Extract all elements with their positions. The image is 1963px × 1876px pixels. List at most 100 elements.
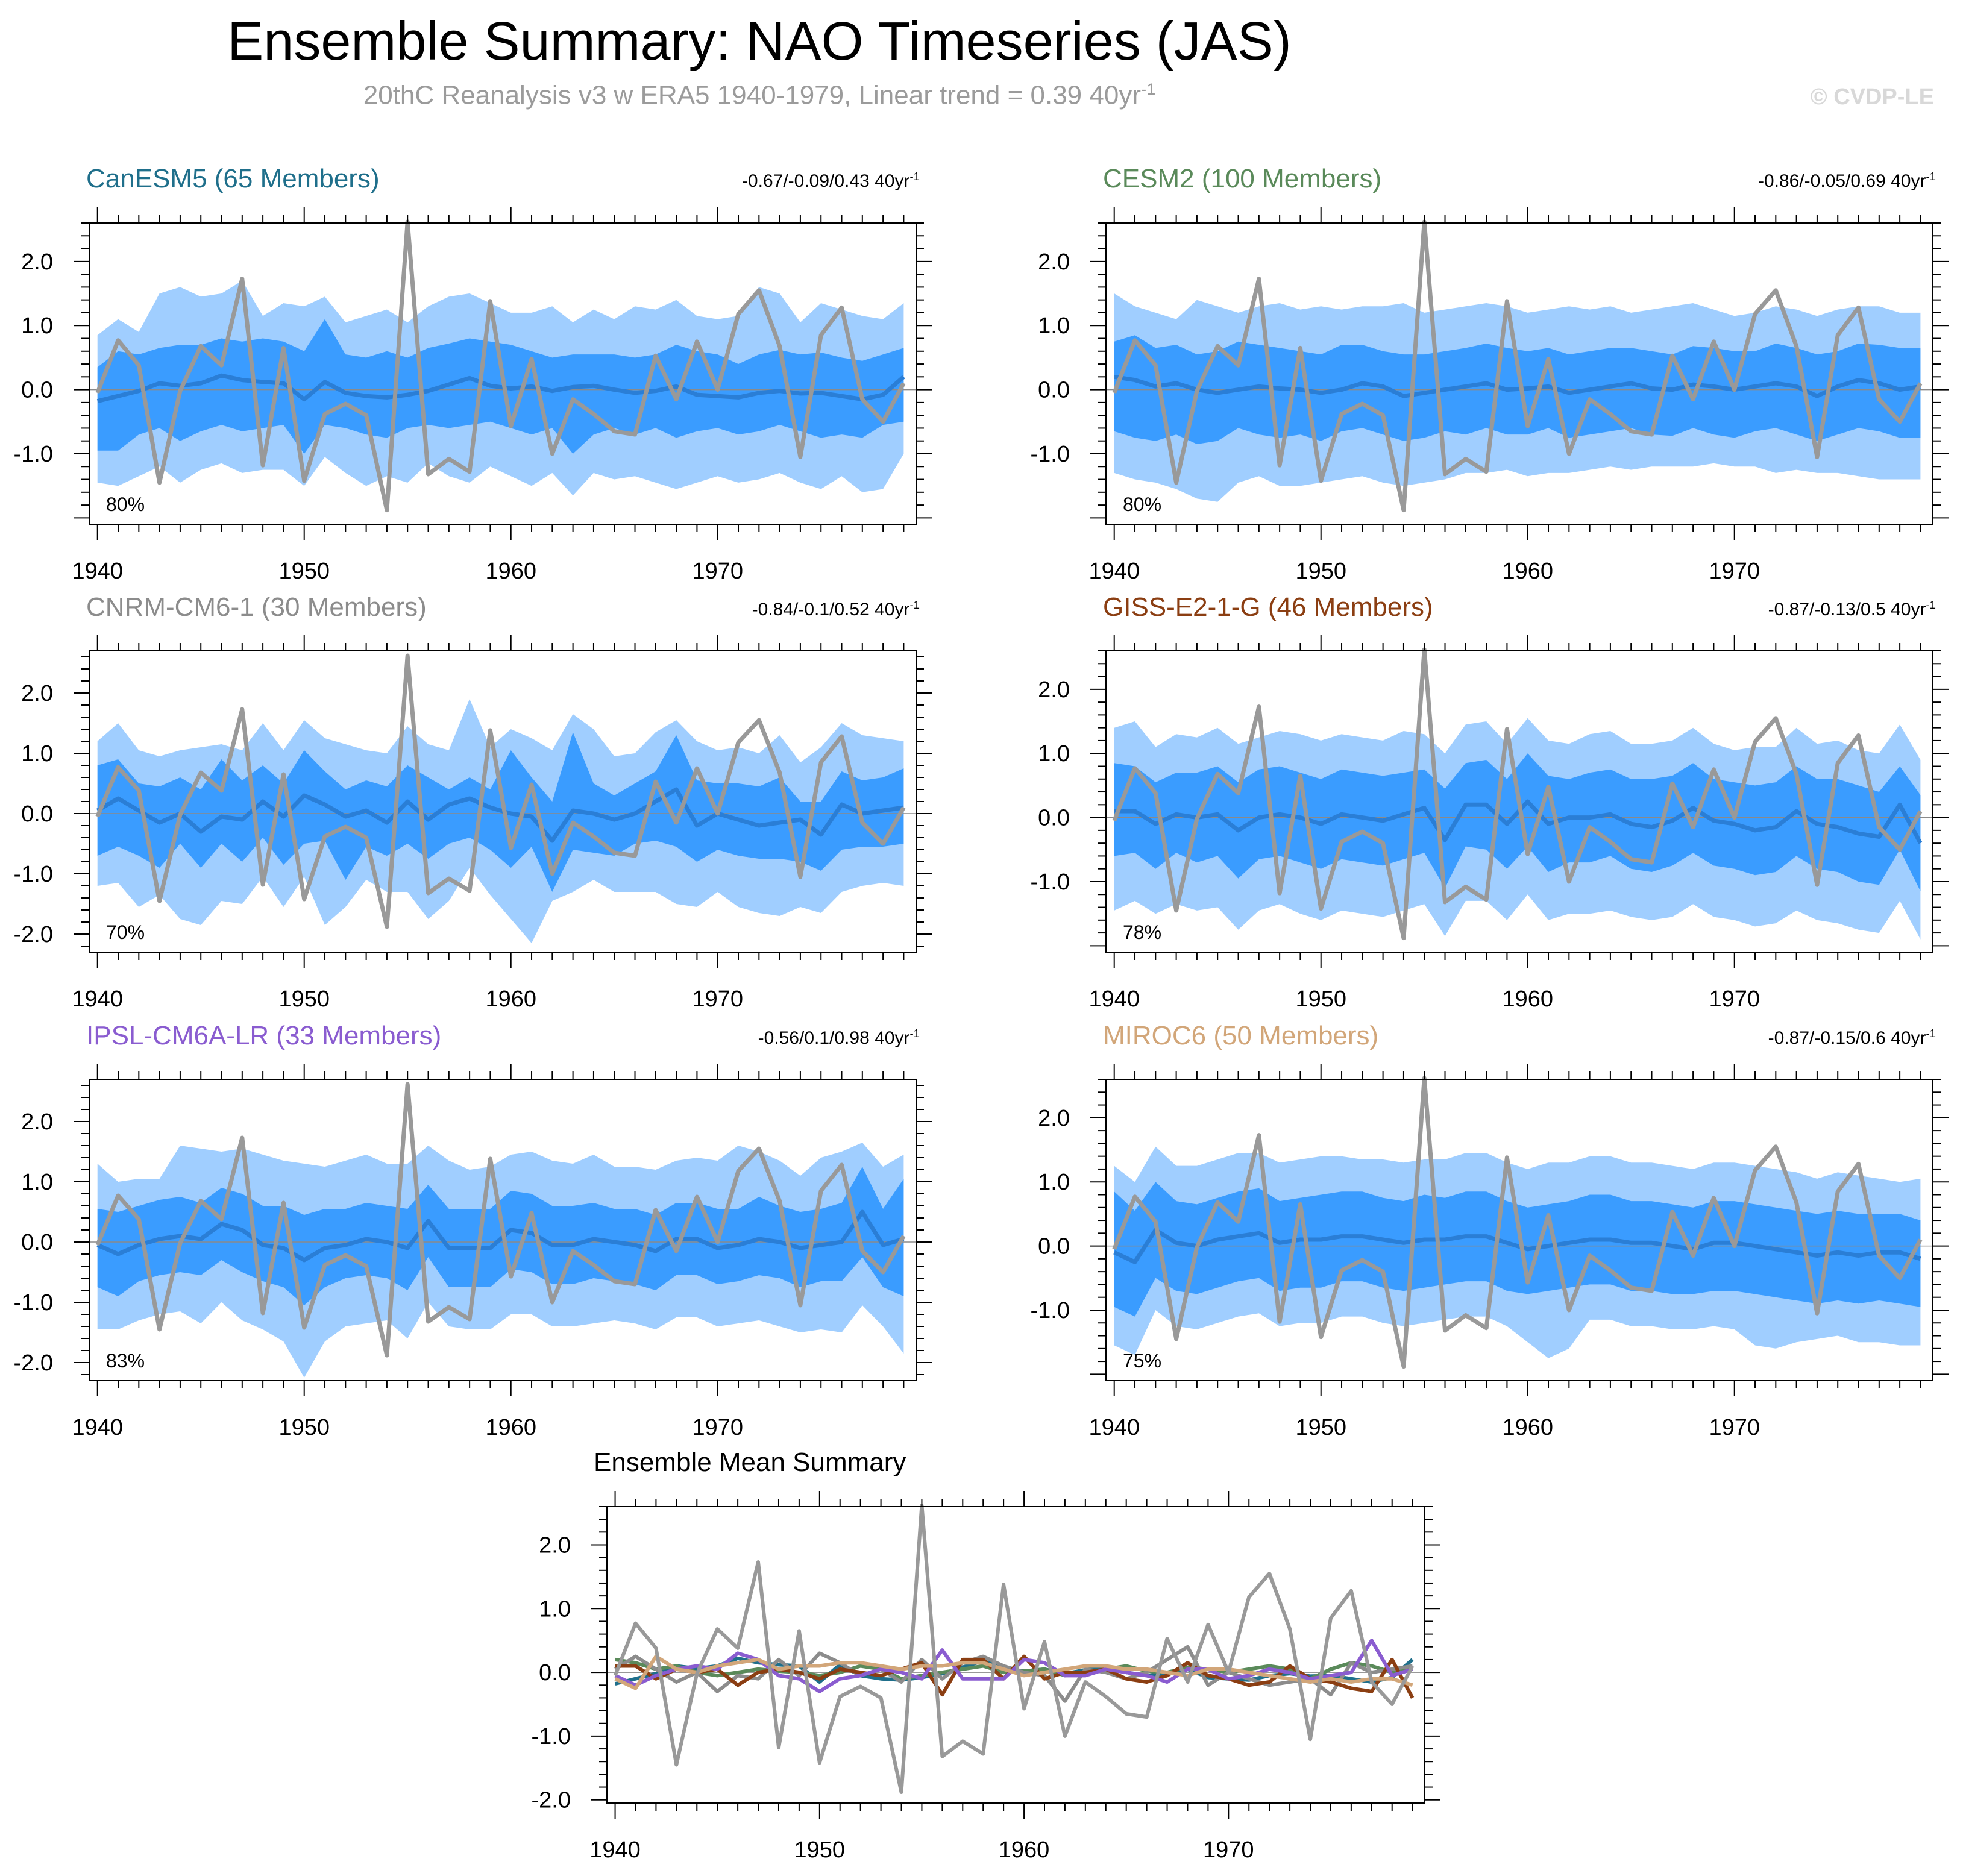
y-tick-label: 0.0 xyxy=(1038,378,1070,403)
x-tick-label: 1940 xyxy=(589,1837,641,1863)
ensemble-mean-line xyxy=(96,373,905,404)
y-tick-label: 1.0 xyxy=(539,1596,571,1622)
panel-trend-cesm2: -0.86/-0.05/0.69 40yr-1 xyxy=(1758,170,1936,192)
x-tick-label: 1950 xyxy=(1295,559,1346,584)
y-tick-label: 0.0 xyxy=(539,1660,571,1686)
x-tick-label: 1960 xyxy=(1502,559,1553,584)
y-tick-label: -1.0 xyxy=(1031,442,1070,467)
y-tick-label: 1.0 xyxy=(1038,1170,1070,1195)
panel-title-cesm2: CESM2 (100 Members) xyxy=(1103,164,1382,193)
y-tick-label: 1.0 xyxy=(1038,313,1070,339)
panel-title-canesm5: CanESM5 (65 Members) xyxy=(86,164,380,193)
panel-title-ipsl: IPSL-CM6A-LR (33 Members) xyxy=(86,1021,442,1050)
x-tick-label: 1970 xyxy=(692,1415,743,1440)
plot-frame xyxy=(1105,650,1933,953)
x-tick-label: 1940 xyxy=(1088,1415,1140,1440)
x-tick-label: 1960 xyxy=(485,559,536,584)
inner-percentile-band xyxy=(1114,753,1921,891)
subtitle-superscript: -1 xyxy=(1140,80,1156,98)
inner-percentile-band xyxy=(1114,1182,1921,1317)
trend-text: -0.84/-0.1/0.52 40yr xyxy=(752,600,910,620)
y-tick-label: -2.0 xyxy=(14,922,53,947)
page-subtitle: 20thC Reanalysis v3 w ERA5 1940-1979, Li… xyxy=(0,80,1519,111)
plot-frame xyxy=(1105,222,1933,525)
y-tick-label: 1.0 xyxy=(21,1170,53,1195)
observations-line xyxy=(1112,647,1923,941)
y-tick-label: 0.0 xyxy=(21,378,53,403)
x-tick-label: 1970 xyxy=(1709,1415,1760,1440)
x-tick-label: 1960 xyxy=(485,987,536,1012)
y-tick-label: -2.0 xyxy=(14,1351,53,1376)
percent-label: 80% xyxy=(106,494,145,515)
panel-trend-cnrm: -0.84/-0.1/0.52 40yr-1 xyxy=(752,598,920,620)
y-tick-label: 2.0 xyxy=(21,249,53,275)
ensemble-mean-line xyxy=(1113,1228,1921,1264)
trend-text: -0.67/-0.09/0.43 40yr xyxy=(741,171,910,191)
y-tick-label: -2.0 xyxy=(532,1788,571,1813)
x-tick-label: 1960 xyxy=(1502,1415,1553,1440)
plot-frame xyxy=(1105,1079,1933,1381)
y-tick-label: 1.0 xyxy=(21,741,53,767)
y-tick-label: 2.0 xyxy=(1038,677,1070,703)
x-tick-label: 1940 xyxy=(72,1415,123,1440)
watermark-logo: © CVDP-LE xyxy=(1810,84,1934,110)
ensemble-mean-line xyxy=(96,1209,905,1263)
trend-superscript: -1 xyxy=(909,1027,920,1040)
ensemble-mean-line xyxy=(96,787,904,843)
subtitle-text: 20thC Reanalysis v3 w ERA5 1940-1979, Li… xyxy=(363,80,1141,110)
observations-line xyxy=(95,1082,906,1358)
page-title: Ensemble Summary: NAO Timeseries (JAS) xyxy=(227,11,1292,72)
y-tick-label: 1.0 xyxy=(21,313,53,339)
x-tick-label: 1950 xyxy=(794,1837,846,1863)
trend-text: -0.86/-0.05/0.69 40yr xyxy=(1757,171,1926,191)
panel-trend-ipsl: -0.56/0.1/0.98 40yr-1 xyxy=(758,1027,920,1049)
y-tick-label: 2.0 xyxy=(21,1109,53,1135)
x-tick-label: 1960 xyxy=(1502,987,1553,1012)
inner-percentile-band xyxy=(97,1167,904,1305)
x-tick-label: 1960 xyxy=(485,1415,536,1440)
panel-trend-miroc6: -0.87/-0.15/0.6 40yr-1 xyxy=(1768,1027,1936,1049)
series-line-4 xyxy=(614,1639,1413,1693)
y-tick-label: 0.0 xyxy=(1038,1234,1070,1260)
x-tick-label: 1940 xyxy=(1088,987,1140,1012)
percent-label: 75% xyxy=(1123,1350,1161,1372)
x-tick-label: 1940 xyxy=(72,559,123,584)
panel-title-miroc6: MIROC6 (50 Members) xyxy=(1103,1021,1379,1050)
ensemble-mean-title: Ensemble Mean Summary xyxy=(594,1448,906,1477)
series-line-5 xyxy=(614,1654,1413,1690)
trend-text: -0.56/0.1/0.98 40yr xyxy=(758,1028,910,1048)
x-tick-label: 1950 xyxy=(278,987,330,1012)
trend-superscript: -1 xyxy=(1926,598,1936,611)
observations-line xyxy=(95,653,906,929)
x-tick-label: 1950 xyxy=(278,559,330,584)
y-tick-label: -1.0 xyxy=(14,862,53,887)
observations-line xyxy=(1112,219,1923,513)
trend-superscript: -1 xyxy=(1926,1027,1936,1040)
panel-title-cnrm: CNRM-CM6-1 (30 Members) xyxy=(86,592,427,622)
panel-trend-canesm5: -0.67/-0.09/0.43 40yr-1 xyxy=(742,170,920,192)
panel-title-giss: GISS-E2-1-G (46 Members) xyxy=(1103,592,1433,622)
y-tick-label: 2.0 xyxy=(1038,249,1070,275)
y-tick-label: 1.0 xyxy=(1038,741,1070,767)
y-tick-label: -1.0 xyxy=(14,442,53,467)
y-tick-label: 0.0 xyxy=(1038,806,1070,831)
series-line-6 xyxy=(613,1503,1415,1794)
trend-superscript: -1 xyxy=(1926,170,1936,183)
panel-trend-giss: -0.87/-0.13/0.5 40yr-1 xyxy=(1768,598,1936,620)
percent-label: 80% xyxy=(1123,494,1161,515)
observations-line xyxy=(1112,1076,1923,1369)
trend-text: -0.87/-0.13/0.5 40yr xyxy=(1768,600,1926,620)
trend-text: -0.87/-0.15/0.6 40yr xyxy=(1768,1028,1926,1048)
y-tick-label: -1.0 xyxy=(1031,1298,1070,1323)
x-tick-label: 1950 xyxy=(1295,1415,1346,1440)
observations-line xyxy=(95,219,906,513)
x-tick-label: 1950 xyxy=(1295,987,1346,1012)
x-tick-label: 1950 xyxy=(278,1415,330,1440)
y-tick-label: -1.0 xyxy=(532,1724,571,1749)
